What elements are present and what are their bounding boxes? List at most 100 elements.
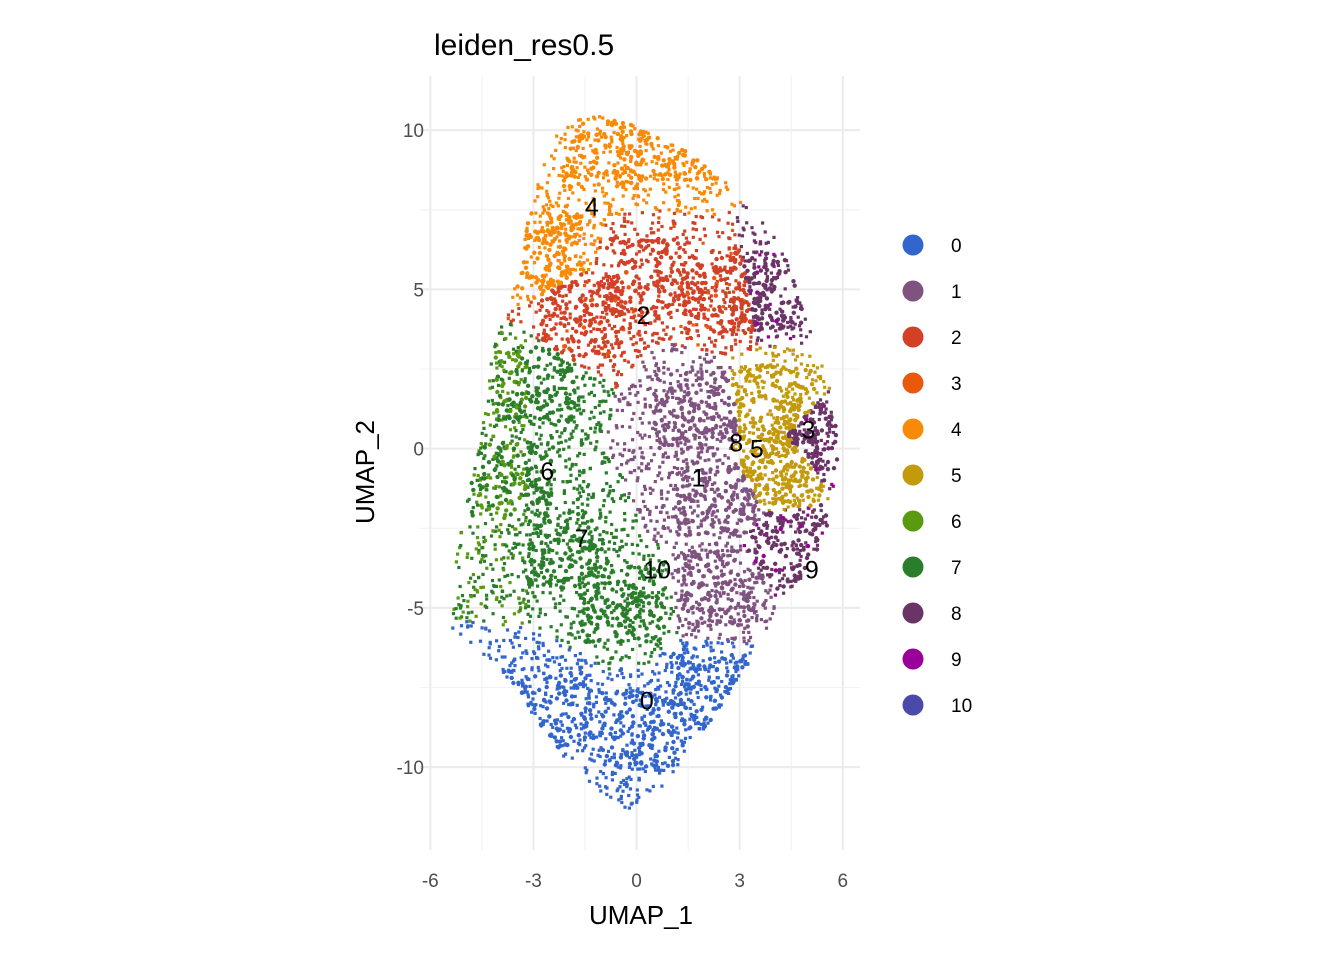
point-cluster-7 [510, 434, 514, 438]
point-cluster-5 [815, 366, 819, 370]
point-cluster-2 [631, 343, 635, 347]
point-cluster-0 [595, 776, 599, 780]
point-cluster-6 [519, 344, 523, 348]
point-cluster-7 [570, 435, 574, 439]
point-cluster-2 [598, 294, 602, 298]
point-cluster-7 [561, 538, 565, 543]
point-cluster-2 [547, 337, 551, 341]
point-cluster-1 [710, 487, 715, 491]
point-cluster-6 [504, 508, 509, 513]
point-cluster-2 [592, 283, 596, 287]
point-cluster-7 [594, 445, 598, 449]
point-cloud [451, 115, 840, 810]
point-cluster-4 [598, 115, 602, 119]
point-cluster-4 [568, 268, 572, 272]
point-cluster-8 [745, 251, 749, 255]
point-cluster-4 [602, 194, 606, 198]
point-cluster-0 [594, 714, 598, 718]
point-cluster-4 [578, 118, 582, 122]
point-cluster-8 [822, 447, 827, 452]
point-cluster-1 [702, 494, 707, 499]
point-cluster-7 [586, 546, 590, 550]
point-cluster-1 [640, 436, 644, 440]
point-cluster-0 [683, 736, 688, 740]
point-cluster-8 [804, 449, 808, 453]
point-cluster-0 [600, 714, 606, 719]
point-cluster-7 [649, 654, 653, 658]
point-cluster-8 [778, 521, 782, 525]
point-cluster-8 [765, 275, 769, 279]
point-cluster-4 [545, 223, 549, 227]
point-cluster-2 [696, 287, 700, 291]
point-cluster-8 [789, 562, 793, 566]
point-cluster-2 [747, 307, 751, 311]
point-cluster-1 [653, 527, 657, 531]
point-cluster-2 [633, 349, 637, 353]
point-cluster-8 [776, 263, 780, 267]
point-cluster-2 [577, 345, 581, 349]
point-cluster-1 [694, 635, 698, 639]
point-cluster-7 [556, 517, 560, 521]
point-cluster-5 [786, 478, 790, 482]
point-cluster-0 [519, 656, 523, 660]
point-cluster-8 [821, 521, 825, 525]
point-cluster-8 [796, 301, 800, 306]
point-cluster-7 [607, 393, 611, 397]
point-cluster-8 [780, 309, 785, 314]
point-cluster-7 [578, 473, 582, 477]
point-cluster-4 [649, 174, 653, 178]
point-cluster-0 [673, 684, 678, 689]
point-cluster-7 [616, 480, 620, 484]
point-cluster-6 [493, 547, 497, 551]
point-cluster-1 [627, 492, 631, 496]
point-cluster-9 [766, 335, 770, 339]
point-cluster-2 [607, 282, 611, 286]
point-cluster-8 [808, 330, 812, 334]
point-cluster-2 [642, 341, 647, 345]
point-cluster-1 [684, 458, 688, 462]
point-cluster-2 [724, 282, 729, 286]
point-cluster-4 [709, 190, 713, 195]
point-cluster-7 [571, 429, 575, 433]
point-cluster-7 [651, 579, 655, 583]
point-cluster-2 [705, 348, 709, 352]
point-cluster-0 [645, 707, 649, 711]
point-cluster-4 [615, 180, 619, 184]
point-cluster-1 [643, 433, 647, 437]
point-cluster-1 [649, 459, 654, 463]
point-cluster-0 [526, 695, 531, 699]
point-cluster-7 [584, 574, 588, 578]
point-cluster-2 [669, 310, 673, 314]
point-cluster-1 [697, 602, 702, 607]
point-cluster-0 [691, 654, 695, 658]
point-cluster-7 [507, 549, 511, 553]
point-cluster-4 [592, 243, 596, 247]
point-cluster-5 [776, 497, 780, 501]
point-cluster-7 [612, 570, 616, 574]
point-cluster-0 [731, 674, 735, 678]
point-cluster-2 [605, 297, 609, 301]
point-cluster-0 [598, 730, 602, 734]
point-cluster-4 [646, 193, 650, 197]
point-cluster-7 [637, 661, 641, 665]
point-cluster-1 [626, 401, 630, 405]
point-cluster-7 [477, 576, 481, 580]
point-cluster-7 [638, 534, 642, 538]
point-cluster-4 [656, 144, 661, 148]
point-cluster-2 [639, 353, 643, 358]
point-cluster-2 [684, 236, 688, 240]
point-cluster-1 [662, 371, 666, 375]
point-cluster-2 [675, 308, 679, 312]
point-cluster-7 [659, 575, 663, 579]
point-cluster-8 [765, 533, 769, 538]
point-cluster-5 [740, 385, 744, 389]
point-cluster-5 [795, 479, 799, 483]
point-cluster-2 [697, 311, 701, 316]
point-cluster-4 [556, 258, 560, 263]
point-cluster-7 [585, 485, 590, 489]
point-cluster-5 [742, 472, 746, 476]
point-cluster-0 [696, 673, 700, 677]
point-cluster-2 [519, 320, 523, 324]
point-cluster-5 [823, 385, 827, 389]
point-cluster-8 [772, 264, 776, 269]
